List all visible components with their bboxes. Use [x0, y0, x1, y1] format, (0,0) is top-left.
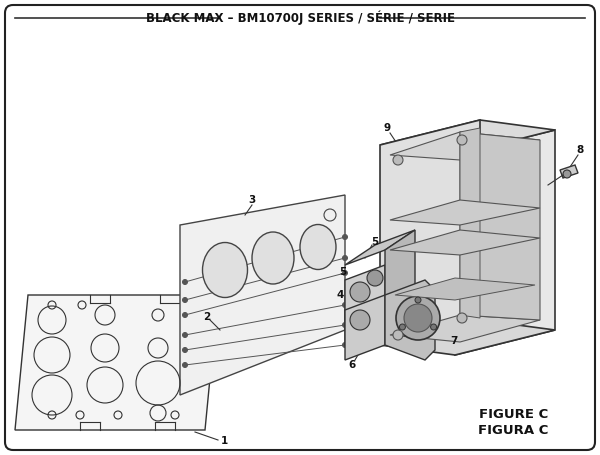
Ellipse shape — [203, 243, 248, 298]
Polygon shape — [390, 132, 540, 160]
Text: 4: 4 — [337, 290, 344, 300]
Text: BLACK MAX – BM10700J SERIES / SÉRIE / SERIE: BLACK MAX – BM10700J SERIES / SÉRIE / SE… — [146, 11, 455, 25]
Text: 9: 9 — [383, 123, 391, 133]
Text: 2: 2 — [203, 312, 211, 322]
Polygon shape — [345, 265, 385, 345]
Ellipse shape — [252, 232, 294, 284]
Text: 5: 5 — [371, 237, 379, 247]
FancyBboxPatch shape — [5, 5, 595, 450]
Polygon shape — [345, 295, 385, 360]
Circle shape — [457, 313, 467, 323]
Circle shape — [343, 256, 347, 261]
Polygon shape — [15, 295, 218, 430]
Text: 3: 3 — [248, 195, 256, 205]
Text: 5: 5 — [340, 267, 347, 277]
Polygon shape — [395, 278, 535, 300]
Circle shape — [431, 324, 437, 330]
Polygon shape — [385, 230, 415, 310]
Circle shape — [182, 313, 187, 318]
Circle shape — [343, 234, 347, 239]
Text: FIGURA C: FIGURA C — [478, 424, 548, 436]
Circle shape — [343, 343, 347, 348]
Circle shape — [457, 135, 467, 145]
Circle shape — [400, 324, 406, 330]
Circle shape — [182, 298, 187, 303]
Circle shape — [393, 155, 403, 165]
Polygon shape — [380, 120, 555, 155]
Circle shape — [393, 330, 403, 340]
Circle shape — [563, 170, 571, 178]
Circle shape — [343, 303, 347, 308]
Text: FIGURE C: FIGURE C — [479, 409, 548, 421]
Circle shape — [396, 296, 440, 340]
Text: 7: 7 — [451, 336, 458, 346]
Circle shape — [404, 304, 432, 332]
Circle shape — [415, 297, 421, 303]
Polygon shape — [390, 315, 540, 342]
Polygon shape — [385, 280, 435, 360]
Circle shape — [343, 271, 347, 275]
Text: 6: 6 — [349, 360, 356, 370]
Polygon shape — [380, 120, 480, 345]
Polygon shape — [390, 230, 540, 255]
Circle shape — [350, 310, 370, 330]
Text: 1: 1 — [220, 436, 227, 446]
Polygon shape — [180, 195, 345, 395]
Polygon shape — [560, 165, 578, 178]
Polygon shape — [460, 132, 540, 320]
Circle shape — [182, 363, 187, 368]
Circle shape — [182, 348, 187, 353]
Polygon shape — [380, 320, 555, 355]
Polygon shape — [455, 130, 555, 355]
Circle shape — [350, 282, 370, 302]
Circle shape — [182, 279, 187, 284]
Text: 8: 8 — [577, 145, 584, 155]
Polygon shape — [390, 200, 540, 225]
Circle shape — [182, 333, 187, 338]
Ellipse shape — [300, 224, 336, 269]
Polygon shape — [460, 128, 480, 318]
Circle shape — [367, 270, 383, 286]
Polygon shape — [345, 230, 415, 265]
Circle shape — [343, 323, 347, 328]
